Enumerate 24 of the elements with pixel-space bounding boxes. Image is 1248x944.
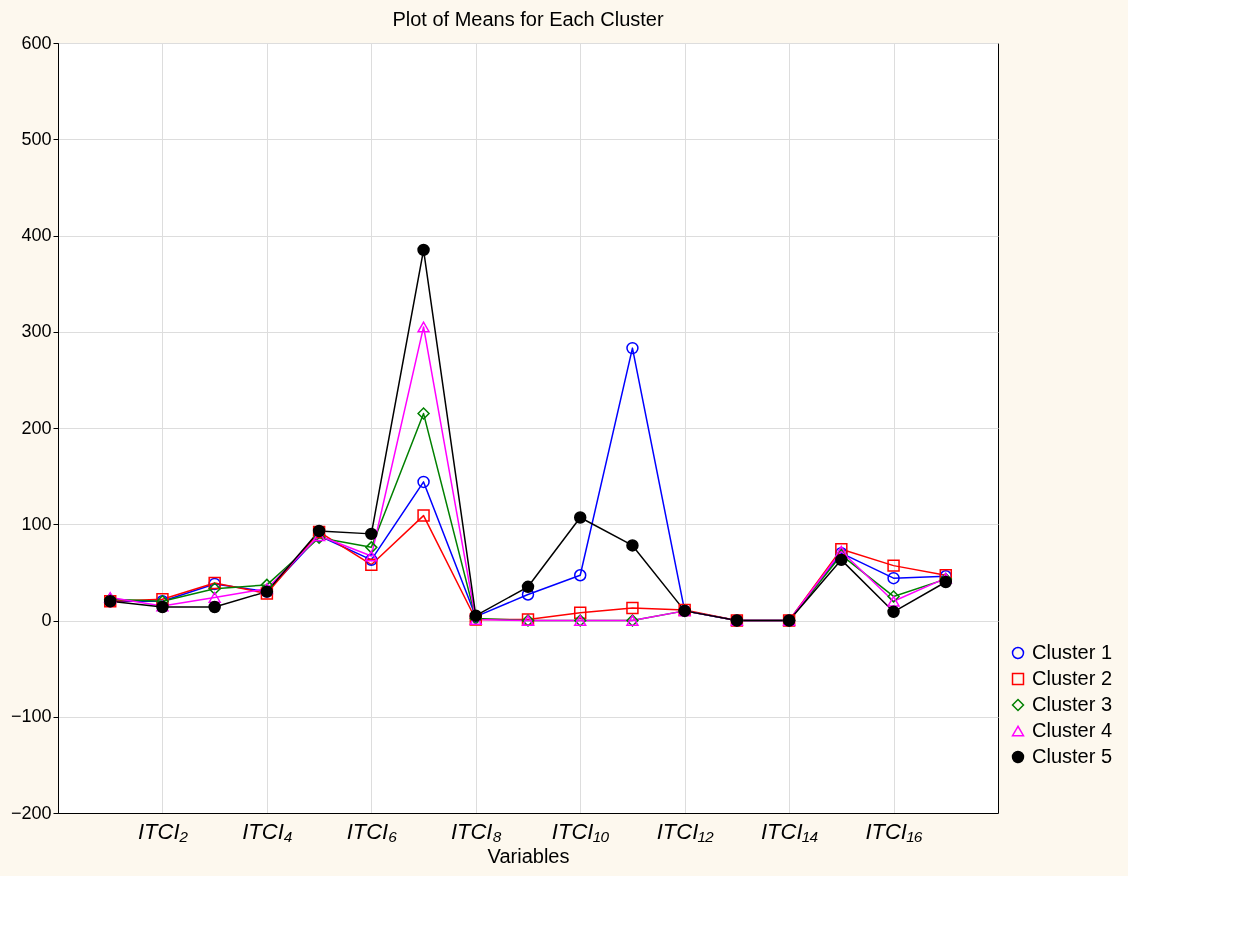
x-tick-label: ITCI₂ bbox=[137, 818, 189, 844]
y-tick-label: 0 bbox=[41, 610, 52, 630]
x-tick-label: ITCI₆ bbox=[346, 818, 398, 844]
y-tick-label: −200 bbox=[10, 802, 52, 823]
y-tick-label: 100 bbox=[21, 513, 52, 534]
x-tick-label: ITCI₄ bbox=[242, 818, 293, 844]
x-tick-label: ITCI₁₆ bbox=[865, 818, 923, 844]
x-tick-label: ITCI₁₄ bbox=[760, 818, 819, 844]
y-tick-label: 500 bbox=[21, 128, 52, 149]
legend-label: Cluster 1 bbox=[1032, 641, 1113, 663]
x-axis-title: Variables bbox=[487, 844, 570, 867]
x-tick-label: ITCI₈ bbox=[450, 818, 502, 844]
y-tick-label: 300 bbox=[21, 321, 52, 342]
y-tick-label: 200 bbox=[21, 417, 52, 438]
x-tick-label: ITCI₁₂ bbox=[656, 818, 715, 844]
y-tick-label: 400 bbox=[21, 225, 52, 245]
x-tick-label: ITCI₁₀ bbox=[551, 818, 610, 844]
legend-label: Cluster 4 bbox=[1032, 719, 1113, 741]
chart-title: Plot of Means for Each Cluster bbox=[392, 8, 664, 30]
y-tick-label: 600 bbox=[21, 32, 52, 53]
legend-label: Cluster 3 bbox=[1032, 693, 1113, 715]
y-tick-label: −100 bbox=[10, 706, 52, 727]
legend-label: Cluster 2 bbox=[1032, 667, 1113, 689]
legend-label: Cluster 5 bbox=[1032, 745, 1113, 767]
